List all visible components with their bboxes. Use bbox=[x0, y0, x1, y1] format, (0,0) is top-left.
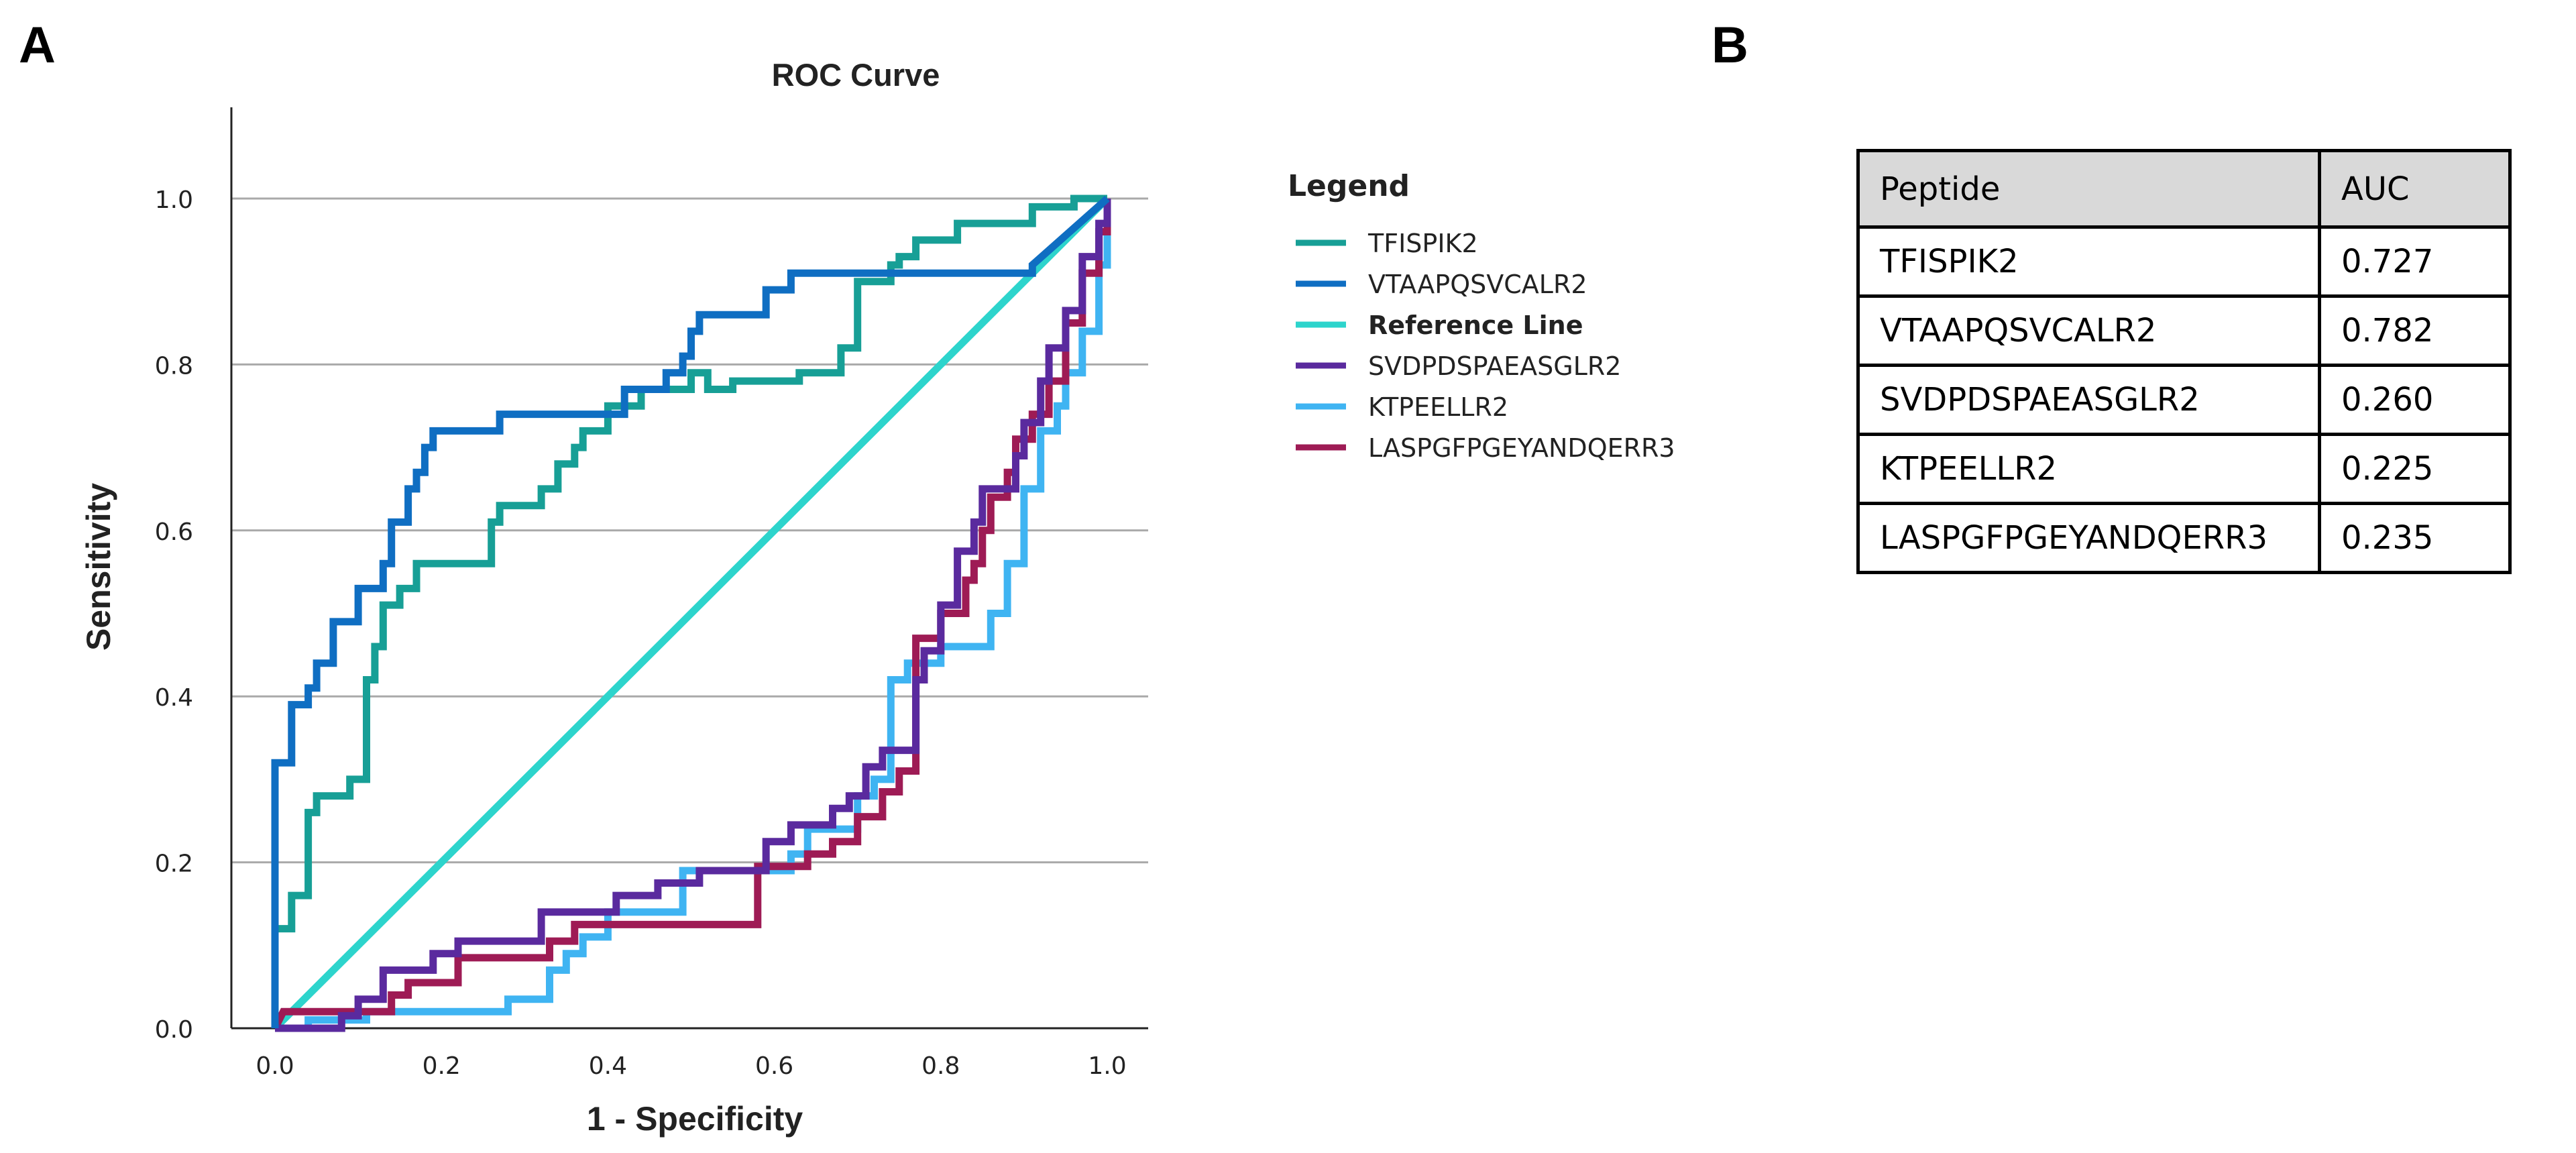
peptide-cell: TFISPIK2 bbox=[1856, 225, 2321, 298]
legend-label: TFISPIK2 bbox=[1367, 229, 1478, 258]
auc-cell: 0.235 bbox=[2318, 502, 2512, 574]
series-line-tfispik2 bbox=[271, 195, 1107, 1028]
legend-label: VTAAPQSVCALR2 bbox=[1368, 270, 1587, 299]
peptide-cell: SVDPDSPAEASGLR2 bbox=[1856, 364, 2321, 436]
auc-cell: 0.225 bbox=[2318, 433, 2512, 505]
y-tick-label: 0.0 bbox=[155, 1016, 193, 1044]
y-tick-label: 0.6 bbox=[155, 518, 193, 546]
series-line-svdpdspaeasglr2 bbox=[275, 199, 1111, 1032]
y-tick-label: 0.8 bbox=[155, 352, 193, 380]
table-row: SVDPDSPAEASGLR2 0.260 bbox=[1856, 364, 2512, 436]
panel-a-label: A bbox=[19, 17, 56, 74]
x-tick-label: 0.6 bbox=[755, 1052, 793, 1080]
x-axis-label: 1 - Specificity bbox=[587, 1100, 803, 1138]
table-row: VTAAPQSVCALR2 0.782 bbox=[1856, 294, 2512, 367]
legend-label: SVDPDSPAEASGLR2 bbox=[1368, 351, 1621, 381]
auc-cell: 0.260 bbox=[2318, 364, 2512, 436]
auc-cell: 0.782 bbox=[2318, 294, 2512, 367]
series-line-ktpeellr2 bbox=[275, 199, 1111, 1032]
x-tick-label: 0.2 bbox=[423, 1052, 461, 1080]
legend-label: Reference Line bbox=[1368, 311, 1583, 340]
series-line-laspgfpgeyandqerr3 bbox=[272, 199, 1111, 1030]
tick-labels: 0.0 0.2 0.4 0.6 0.8 1.0 0.0 0.2 0.4 0.6 0.8 1.0 bbox=[155, 186, 1127, 1080]
y-tick-label: 0.4 bbox=[155, 684, 193, 712]
y-axis-label: Sensitivity bbox=[80, 483, 117, 651]
legend: Legend TFISPIK2 VTAAPQSVCALR2 Reference Li… bbox=[1288, 169, 1675, 463]
auc-cell: 0.727 bbox=[2318, 225, 2512, 298]
x-tick-label: 0.8 bbox=[921, 1052, 960, 1080]
legend-title: Legend bbox=[1288, 169, 1410, 203]
series-line-reference-line bbox=[272, 196, 1110, 1031]
table-row: KTPEELLR2 0.225 bbox=[1856, 433, 2512, 505]
axes bbox=[230, 107, 1148, 1030]
auc-table: Peptide AUC TFISPIK2 0.727 VTAAPQSVCALR2 0.78… bbox=[1856, 149, 2512, 574]
y-tick-label: 1.0 bbox=[155, 186, 193, 214]
table-header-row: Peptide AUC bbox=[1856, 149, 2512, 229]
x-tick-label: 1.0 bbox=[1088, 1052, 1126, 1080]
legend-label: KTPEELLR2 bbox=[1368, 392, 1508, 422]
peptide-cell: LASPGFPGEYANDQERR3 bbox=[1856, 502, 2321, 574]
table-row: LASPGFPGEYANDQERR3 0.235 bbox=[1856, 502, 2512, 574]
table-row: TFISPIK2 0.727 bbox=[1856, 225, 2512, 298]
panel-b-label: B bbox=[1712, 17, 1748, 74]
peptide-cell: Peptide bbox=[1856, 149, 2321, 229]
series-line-vtaapqsvcalr2 bbox=[271, 195, 1110, 1028]
roc-series bbox=[271, 195, 1111, 1032]
legend-label: LASPGFPGEYANDQERR3 bbox=[1368, 433, 1675, 463]
x-tick-label: 0.0 bbox=[256, 1052, 294, 1080]
auc-cell: AUC bbox=[2318, 149, 2512, 229]
x-tick-label: 0.4 bbox=[589, 1052, 627, 1080]
chart-title: ROC Curve bbox=[772, 57, 940, 93]
peptide-cell: VTAAPQSVCALR2 bbox=[1856, 294, 2321, 367]
grid-lines bbox=[231, 197, 1148, 864]
peptide-cell: KTPEELLR2 bbox=[1856, 433, 2321, 505]
y-tick-label: 0.2 bbox=[155, 850, 193, 878]
